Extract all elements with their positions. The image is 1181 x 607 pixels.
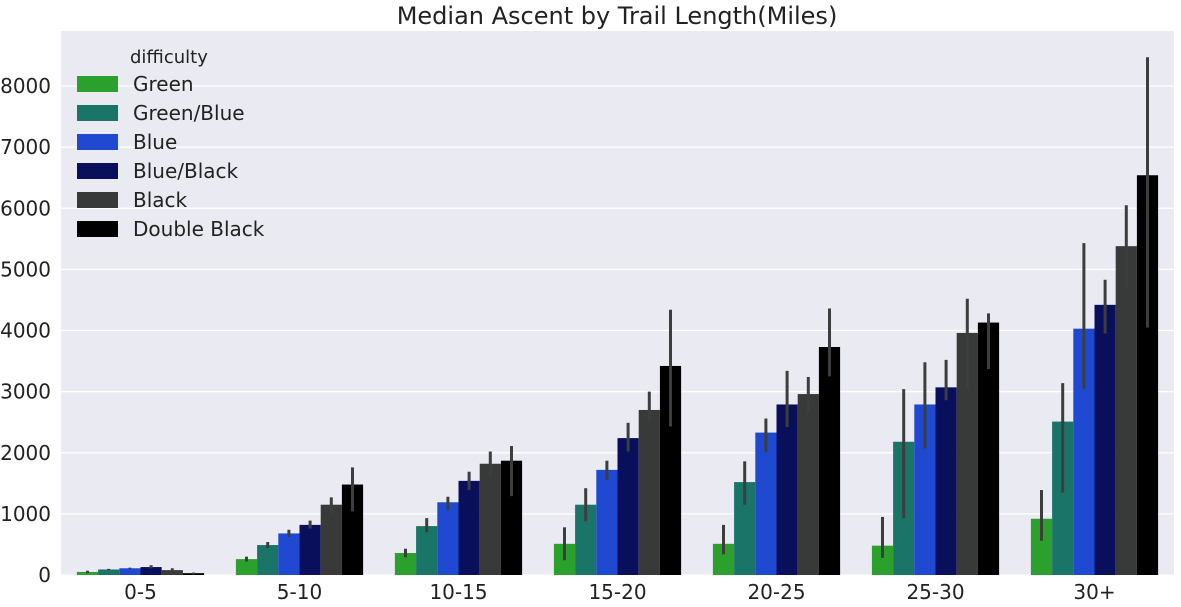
bar-30+-black [1115, 246, 1137, 575]
x-tick-label-30+: 30+ [1073, 580, 1115, 604]
bars [76, 175, 1159, 575]
x-tick-label-20-25: 20-25 [747, 580, 805, 604]
bar-30+-double-black [1136, 175, 1159, 575]
legend-title: difficulty [130, 47, 208, 68]
legend-label-green: Green [133, 72, 194, 96]
legend-label-blue-black: Blue/Black [133, 159, 239, 183]
bar-10-15-green [394, 552, 417, 575]
bar-15-20-green-blue [575, 504, 597, 575]
legend-swatch-black [77, 192, 118, 208]
legend-swatch-blue [77, 134, 118, 150]
legend: difficulty Green Green/Blue Blue Blue/Black… [77, 47, 265, 241]
bar-10-15-blue [437, 502, 459, 575]
bar-0-5-blue [119, 568, 141, 575]
bar-20-25-blue [755, 432, 777, 575]
x-axis-ticks: 0-5 5-10 10-15 15-20 20-25 25-30 30+ [124, 580, 1115, 604]
bar-0-5-green [76, 571, 99, 575]
bar-15-20-double-black [659, 365, 682, 575]
legend-label-blue: Blue [133, 130, 177, 154]
bar-0-5-black [161, 570, 183, 575]
bar-20-25-green-blue [734, 482, 756, 575]
bar-30+-blue-black [1094, 304, 1116, 575]
bar-5-10-double-black [341, 484, 364, 575]
bar-5-10-green [235, 559, 258, 575]
bar-25-30-black [956, 332, 978, 575]
legend-swatch-green-blue [77, 105, 118, 121]
bar-25-30-double-black [977, 322, 1000, 575]
x-tick-label-5-10: 5-10 [277, 580, 322, 604]
bar-25-30-blue [914, 404, 936, 575]
bar-30+-green [1030, 518, 1053, 575]
bar-20-25-blue-black [776, 404, 798, 575]
legend-label-green-blue: Green/Blue [133, 101, 245, 125]
bar-10-15-double-black [500, 460, 523, 575]
bar-20-25-double-black [818, 347, 841, 575]
chart-title: Median Ascent by Trail Length(Miles) [397, 2, 838, 30]
bar-5-10-green-blue [257, 545, 279, 575]
x-tick-label-10-15: 10-15 [429, 580, 487, 604]
y-tick-label-3000: 3000 [0, 380, 51, 404]
legend-swatch-double-black [77, 221, 118, 237]
bar-10-15-blue-black [458, 480, 480, 575]
bar-25-30-green [871, 545, 894, 575]
legend-swatch-blue-black [77, 163, 118, 179]
bar-15-20-black [638, 409, 660, 575]
bar-0-5-blue-black [140, 567, 162, 575]
x-tick-label-15-20: 15-20 [588, 580, 646, 604]
bar-20-25-green [712, 543, 735, 575]
bar-15-20-blue-black [617, 438, 639, 575]
error-bars [86, 57, 1149, 575]
bar-10-15-green-blue [416, 526, 438, 575]
y-axis-ticks: 0 1000 2000 3000 4000 5000 6000 7000 8000 [0, 74, 51, 587]
y-tick-label-2000: 2000 [0, 441, 51, 465]
x-tick-label-0-5: 0-5 [124, 580, 157, 604]
bar-10-15-black [479, 463, 501, 575]
y-tick-label-4000: 4000 [0, 319, 51, 343]
y-tick-label-8000: 8000 [0, 74, 51, 98]
y-tick-label-0: 0 [38, 563, 51, 587]
bar-30+-blue [1073, 328, 1095, 575]
bar-20-25-black [797, 394, 819, 575]
y-tick-label-1000: 1000 [0, 502, 51, 526]
bar-0-5-green-blue [98, 569, 120, 575]
bar-30+-green-blue [1052, 421, 1074, 575]
bar-5-10-black [320, 504, 342, 575]
legend-swatch-green [77, 76, 118, 92]
bar-25-30-blue-black [935, 387, 957, 575]
y-tick-label-5000: 5000 [0, 257, 51, 281]
x-tick-label-25-30: 25-30 [906, 580, 964, 604]
y-tick-label-6000: 6000 [0, 196, 51, 220]
bar-15-20-blue [596, 469, 618, 575]
y-tick-label-7000: 7000 [0, 135, 51, 159]
legend-label-black: Black [133, 188, 188, 212]
bar-5-10-blue [278, 533, 300, 575]
legend-label-double-black: Double Black [133, 217, 265, 241]
bar-5-10-blue-black [299, 524, 321, 575]
